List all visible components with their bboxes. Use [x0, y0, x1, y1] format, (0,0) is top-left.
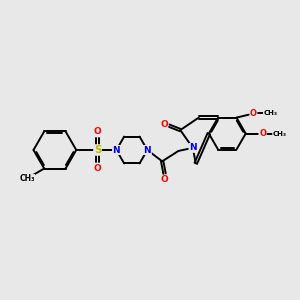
Text: O: O [160, 120, 168, 129]
Text: N: N [189, 143, 196, 152]
Text: S: S [94, 145, 101, 155]
Text: O: O [161, 175, 168, 184]
Text: CH₃: CH₃ [273, 130, 286, 136]
Text: N: N [143, 146, 151, 154]
Text: O: O [94, 127, 102, 136]
Text: O: O [250, 109, 257, 118]
Text: O: O [94, 164, 102, 173]
Text: N: N [143, 146, 151, 154]
Text: O: O [259, 129, 266, 138]
Text: N: N [112, 146, 120, 154]
Text: S: S [94, 145, 101, 155]
Text: CH₃: CH₃ [19, 174, 35, 183]
Text: CH₃: CH₃ [263, 110, 278, 116]
Text: N: N [112, 146, 120, 154]
